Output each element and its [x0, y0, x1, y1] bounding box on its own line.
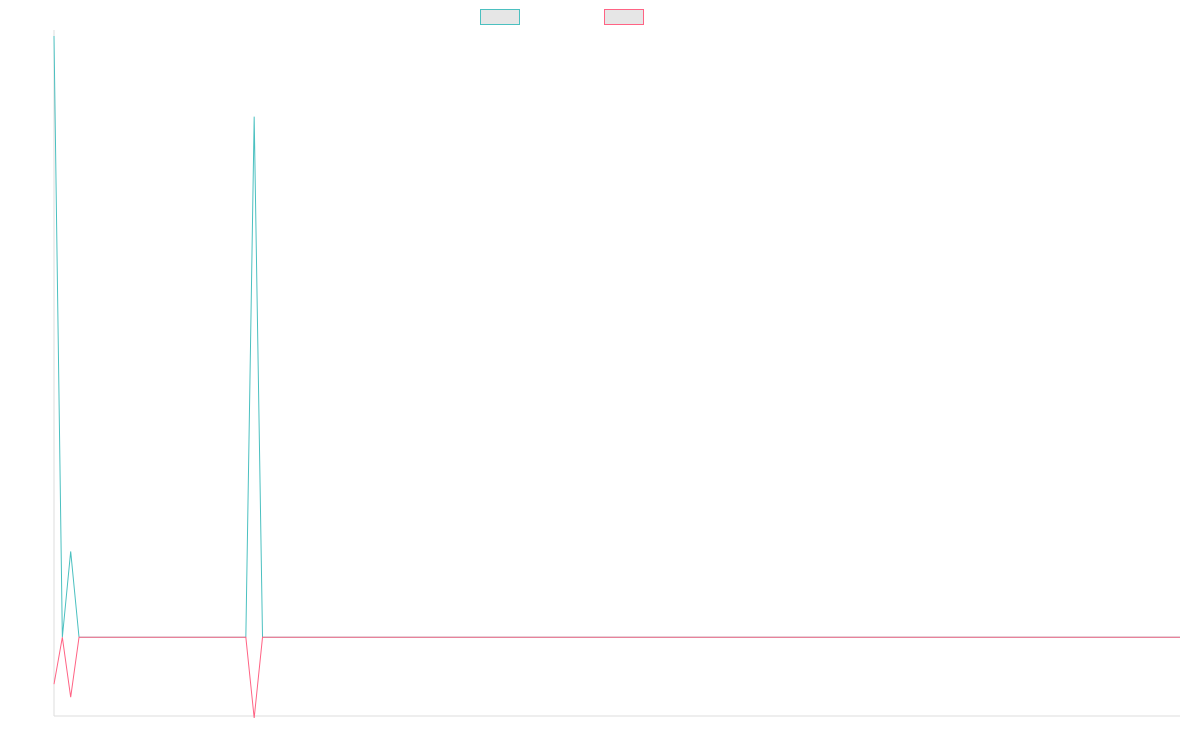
series-line-1 — [53, 35, 1180, 638]
series-line-2 — [53, 636, 1180, 719]
legend-swatch-series-2[interactable] — [604, 9, 644, 25]
series-layer — [53, 35, 1180, 719]
legend-swatch-series-1[interactable] — [480, 9, 520, 25]
